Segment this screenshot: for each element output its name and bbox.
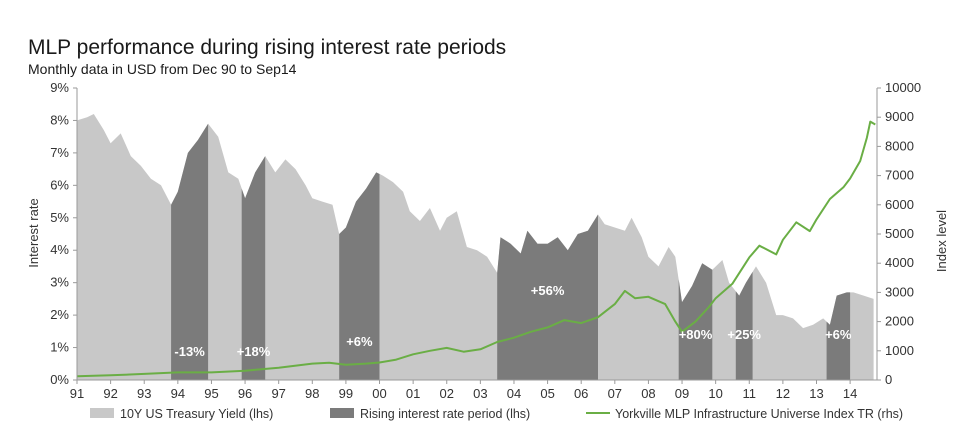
legend-label-rising-period: Rising interest rate period (lhs) xyxy=(360,407,530,421)
x-tick-label: 02 xyxy=(440,386,454,401)
period-label-5: +80% xyxy=(679,327,713,342)
y-tick-label-left: 1% xyxy=(50,340,69,355)
x-tick-label: 07 xyxy=(608,386,622,401)
x-tick-label: 00 xyxy=(372,386,386,401)
yield-area xyxy=(77,114,874,380)
y-tick-label-right: 3000 xyxy=(885,284,914,299)
x-tick-label: 93 xyxy=(137,386,151,401)
period-label-3: +6% xyxy=(346,334,373,349)
y-tick-label-left: 3% xyxy=(50,275,69,290)
legend-label-yield: 10Y US Treasury Yield (lhs) xyxy=(120,407,273,421)
y-tick-label-left: 2% xyxy=(50,307,69,322)
x-tick-label: 99 xyxy=(339,386,353,401)
y-tick-label-left: 9% xyxy=(50,80,69,95)
legend-swatch-rising-period xyxy=(330,408,354,418)
x-tick-label: 94 xyxy=(171,386,185,401)
y-tick-label-right: 0 xyxy=(885,372,892,387)
y-tick-label-right: 1000 xyxy=(885,343,914,358)
x-tick-label: 08 xyxy=(641,386,655,401)
y-axis-label-right: Index level xyxy=(934,210,949,272)
rising-period-7 xyxy=(826,292,851,380)
legend: 10Y US Treasury Yield (lhs) Rising inter… xyxy=(90,407,903,421)
x-tick-label: 96 xyxy=(238,386,252,401)
chart-subtitle: Monthly data in USD from Dec 90 to Sep14 xyxy=(28,61,297,77)
x-tick-label: 92 xyxy=(103,386,117,401)
legend-label-mlp-index: Yorkville MLP Infrastructure Universe In… xyxy=(615,407,903,421)
x-tick-label: 13 xyxy=(809,386,823,401)
x-tick-label: 03 xyxy=(473,386,487,401)
x-tick-label: 12 xyxy=(776,386,790,401)
y-tick-label-left: 4% xyxy=(50,242,69,257)
x-tick-label: 97 xyxy=(271,386,285,401)
y-tick-label-left: 6% xyxy=(50,177,69,192)
y-tick-label-right: 10000 xyxy=(885,80,921,95)
x-tick-label: 04 xyxy=(507,386,521,401)
x-tick-label: 01 xyxy=(406,386,420,401)
x-tick-label: 95 xyxy=(204,386,218,401)
x-tick-label: 11 xyxy=(743,386,757,401)
y-tick-label-right: 9000 xyxy=(885,109,914,124)
period-label-7: +6% xyxy=(825,327,852,342)
x-tick-label: 10 xyxy=(708,386,722,401)
rising-period-4 xyxy=(497,214,598,380)
y-tick-label-left: 5% xyxy=(50,210,69,225)
y-tick-label-right: 8000 xyxy=(885,138,914,153)
y-tick-label-right: 7000 xyxy=(885,168,914,183)
y-axis-label-left: Interest rate xyxy=(26,198,41,267)
chart-title: MLP performance during rising interest r… xyxy=(28,36,507,59)
y-tick-label-right: 2000 xyxy=(885,314,914,329)
period-label-1: -13% xyxy=(174,344,205,359)
x-tick-label: 05 xyxy=(540,386,554,401)
y-tick-label-right: 4000 xyxy=(885,255,914,270)
x-tick-label: 09 xyxy=(675,386,689,401)
mlp-index-line xyxy=(76,120,876,378)
y-tick-label-right: 6000 xyxy=(885,197,914,212)
rising-period-3 xyxy=(339,172,380,380)
rising-period-2 xyxy=(241,156,266,380)
y-tick-label-left: 0% xyxy=(50,372,69,387)
rising-period-6 xyxy=(735,271,753,380)
period-label-2: +18% xyxy=(237,344,271,359)
x-tick-label: 91 xyxy=(70,386,84,401)
x-tick-label: 14 xyxy=(843,386,857,401)
y-tick-label-left: 7% xyxy=(50,145,69,160)
period-label-6: +25% xyxy=(727,327,761,342)
x-tick-label: 06 xyxy=(574,386,588,401)
plot-area: -13% +18% +6% +56% +80% +25% +6% 0% 1% 2% 3% 4% 5% 6%… xyxy=(50,80,921,401)
y-tick-label-right: 5000 xyxy=(885,226,914,241)
rising-period-1 xyxy=(171,123,209,380)
period-label-4: +56% xyxy=(531,283,565,298)
y-tick-label-left: 8% xyxy=(50,112,69,127)
legend-swatch-yield xyxy=(90,408,114,418)
x-tick-label: 98 xyxy=(305,386,319,401)
